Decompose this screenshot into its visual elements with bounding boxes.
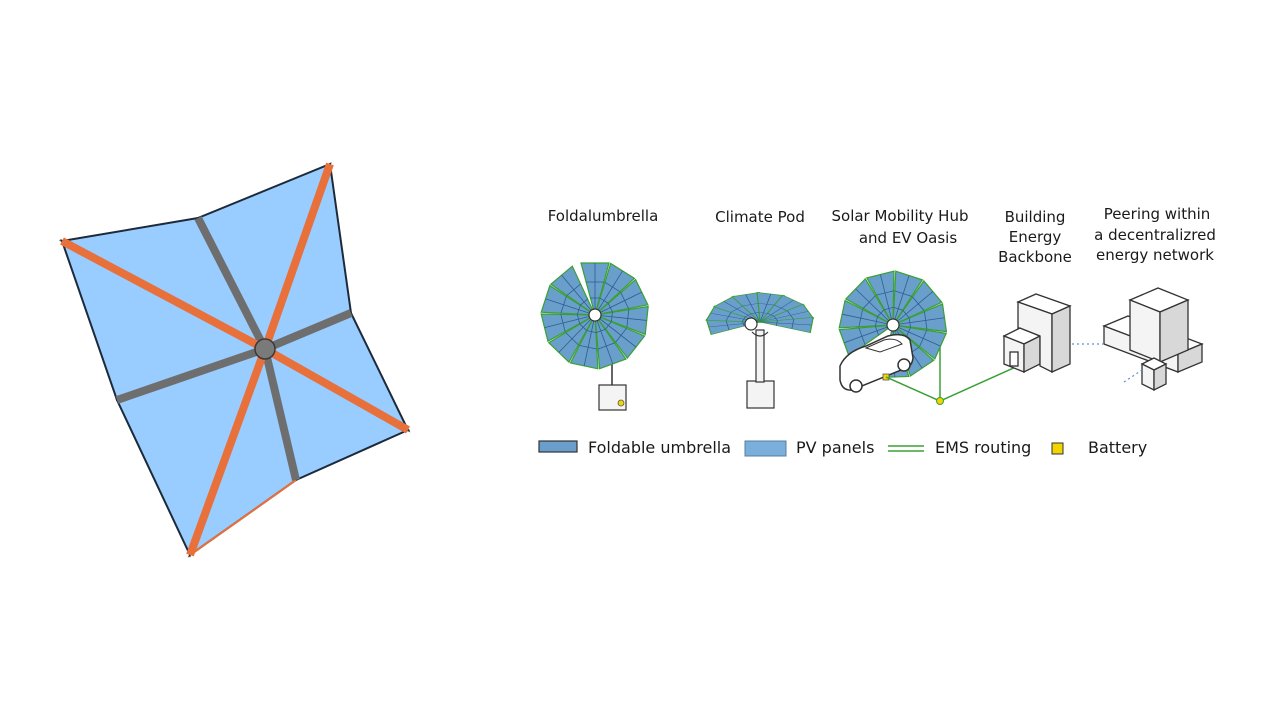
pv-canopy <box>705 291 815 336</box>
stage-climate-pod-illustration <box>705 291 815 409</box>
stage-foldalumbrella-illustration <box>540 262 649 411</box>
legend-swatch-pv-panels <box>744 440 787 457</box>
legend-swatch-battery <box>1051 442 1064 455</box>
thin-orange-edge <box>189 479 297 556</box>
stage-peering-illustration <box>1102 287 1204 392</box>
stage-building-illustration <box>1002 293 1072 374</box>
legend-label-foldable-umbrella: Foldable umbrella <box>588 438 731 457</box>
pv-canopy <box>838 270 948 379</box>
orange-rib <box>261 162 334 351</box>
legend-label-pv-panels: PV panels <box>796 438 874 457</box>
title-building-line2: Energy <box>1009 228 1062 246</box>
legend-swatch-foldable-umbrella <box>538 440 578 453</box>
orange-rib <box>186 347 269 557</box>
umbrella-top-view <box>58 162 411 558</box>
title-solar-hub-line2: and EV Oasis <box>859 229 957 247</box>
orange-rib <box>60 237 267 353</box>
gray-rib <box>263 309 353 353</box>
battery-node <box>936 397 944 405</box>
canopy-hub <box>744 317 758 331</box>
title-peering-line3: energy network <box>1096 246 1214 264</box>
title-building-line1: Building <box>1005 208 1066 226</box>
pole <box>755 329 765 383</box>
gray-rib <box>261 348 300 481</box>
pole-branch <box>751 331 769 337</box>
pv-canopy <box>540 262 649 370</box>
gray-rib <box>194 216 269 351</box>
title-building-line3: Backbone <box>998 248 1072 266</box>
stage-solar-hub-illustration <box>838 270 948 398</box>
title-peering-line2: a decentralizred <box>1094 226 1216 244</box>
legend-label-ems-routing: EMS routing <box>935 438 1031 457</box>
base-box <box>746 380 775 409</box>
network-link-dashed <box>1123 369 1143 383</box>
title-climate-pod: Climate Pod <box>715 208 805 226</box>
orange-rib <box>263 345 410 434</box>
legend-label-battery: Battery <box>1088 438 1147 457</box>
ev-car <box>839 333 914 393</box>
title-solar-hub-line1: Solar Mobility Hub <box>832 207 969 225</box>
title-foldalumbrella: Foldalumbrella <box>548 207 659 225</box>
title-peering-line1: Peering within <box>1104 205 1211 223</box>
legend: Foldable umbrella PV panels EMS routing … <box>538 438 1147 457</box>
umbrella-hub <box>254 338 276 360</box>
gray-rib <box>115 345 267 404</box>
battery-dot <box>617 399 625 407</box>
